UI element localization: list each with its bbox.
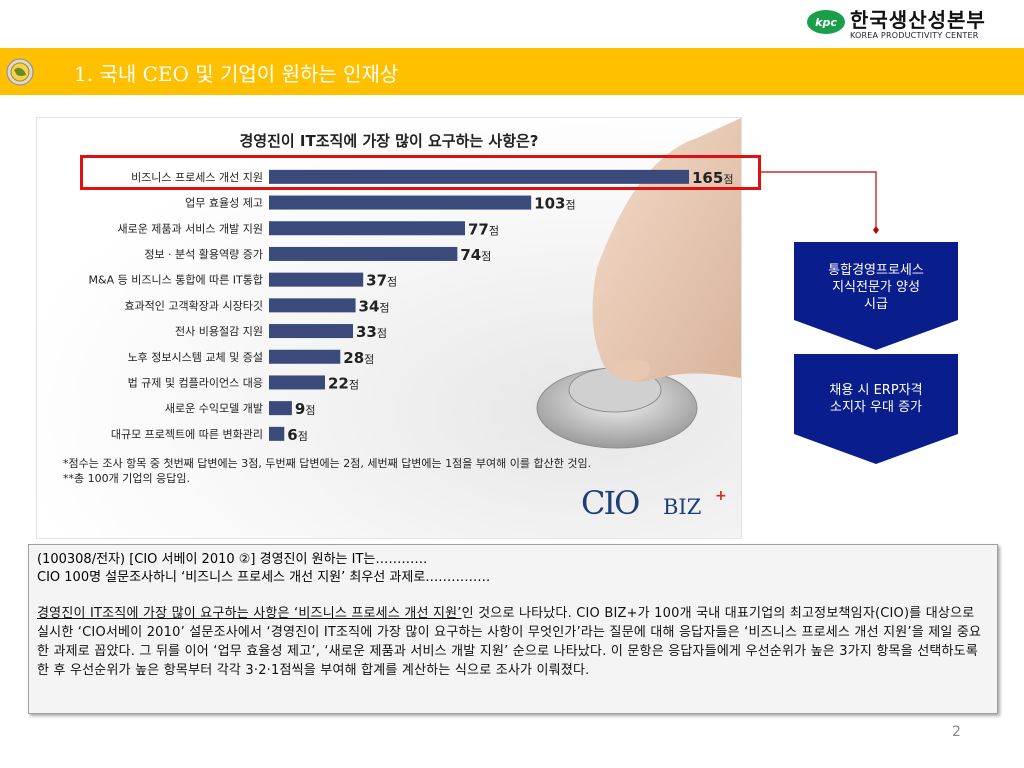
callout-erp-hiring: 채용 시 ERP자격 소지자 우대 증가 (794, 354, 958, 464)
kpc-logo: kpc 한국생산성본부 KOREA PRODUCTIVITY CENTER (806, 4, 1016, 42)
value-label: 103점 (534, 195, 575, 213)
callout-2-line-2: 소지자 우대 증가 (830, 400, 922, 415)
callout-process-expert: 통합경영프로세스 지식전문가 양성 시급 (794, 242, 958, 350)
value-label: 28점 (343, 349, 374, 367)
title-bar: 1. 국내 CEO 및 기업이 원하는 인재상 (0, 48, 1024, 95)
chart-note-2: **총 100개 기업의 응답임. (63, 472, 190, 485)
bar (269, 221, 465, 236)
value-label: 6점 (287, 426, 308, 444)
article-headline-2: CIO 100명 설문조사하니 ‘비즈니스 프로세스 개선 지원’ 최우선 과제… (37, 570, 491, 585)
kpc-logo-icon: kpc (807, 10, 845, 34)
callout-1-line-1: 통합경영프로세스 (828, 263, 924, 278)
brand-biz: BIZ (663, 495, 702, 519)
callout-2-arrow (794, 434, 958, 464)
category-label: 업무 효율성 제고 (185, 197, 263, 210)
category-label: 노후 정보시스템 교체 및 증설 (128, 351, 263, 364)
value-label: 37점 (366, 272, 397, 290)
bar (269, 375, 325, 390)
category-label: 대규모 프로젝트에 따른 변화관리 (111, 428, 263, 441)
brand-plus: + (715, 488, 727, 504)
bar (269, 324, 353, 339)
bar (269, 349, 341, 364)
logo-mark-text: kpc (815, 16, 837, 29)
bar (269, 426, 285, 441)
bar (269, 298, 356, 313)
article-body: 경영진이 IT조직에 가장 많이 요구하는 사항은 ‘비즈니스 프로세스 개선 … (37, 604, 989, 680)
value-label: 74점 (460, 246, 491, 264)
chart-notes: *점수는 조사 항목 중 첫번째 답변에는 3점, 두번째 답변에는 2점, 세… (63, 456, 591, 486)
finger-pressing-button-illustration (536, 118, 741, 449)
bar (269, 272, 364, 287)
category-label: 법 규제 및 컴플라이언스 대응 (128, 376, 263, 389)
bar (269, 195, 532, 210)
value-label: 34점 (359, 297, 390, 315)
category-label: 전사 비용절감 지원 (175, 325, 263, 338)
callout-1-line-3: 시급 (864, 297, 888, 312)
value-label: 22점 (328, 374, 359, 392)
article-body-underlined: 경영진이 IT조직에 가장 많이 요구하는 사항은 ‘비즈니스 프로세스 개선 … (37, 606, 462, 621)
logo-name: 한국생산성본부 (850, 8, 986, 32)
bar (269, 169, 689, 184)
page-title: 1. 국내 CEO 및 기업이 원하는 인재상 (74, 62, 399, 86)
article-body-rest: 인 것으로 나타났다. CIO BIZ+가 100개 국내 대표기업의 최고정보… (37, 606, 982, 678)
logo-subtitle: KOREA PRODUCTIVITY CENTER (850, 31, 979, 40)
value-label: 77점 (468, 220, 499, 238)
article-box: (100308/전자) [CIO 서베이 2010 ②] 경영진이 원하는 IT… (28, 544, 998, 714)
chart-note-1: *점수는 조사 항목 중 첫번째 답변에는 3점, 두번째 답변에는 2점, 세… (63, 457, 592, 470)
callout-1-line-2: 지식전문가 양성 (832, 280, 920, 295)
callout-1-arrow (794, 320, 958, 350)
value-label: 33점 (356, 323, 387, 341)
bar (269, 401, 292, 416)
article-headline-1: (100308/전자) [CIO 서베이 2010 ②] 경영진이 원하는 IT… (37, 552, 428, 567)
top-item-highlight-box (80, 155, 761, 190)
category-label: 비즈니스 프로세스 개선 지원 (131, 171, 263, 184)
connector-diamond-icon (873, 226, 879, 234)
callout-2-line-1: 채용 시 ERP자격 (829, 383, 923, 398)
category-label: 정보 · 분석 활용역량 증가 (144, 247, 263, 261)
page-number: 2 (952, 724, 961, 740)
brand-cio: CIO (581, 484, 640, 522)
category-label: M&A 등 비즈니스 통합에 따른 IT통합 (89, 274, 263, 287)
value-label: 165점 (692, 169, 733, 187)
value-label: 9점 (295, 400, 316, 418)
globe-bullet-icon (6, 58, 34, 86)
category-label: 새로운 수익모델 개발 (165, 402, 263, 415)
chart-title: 경영진이 IT조직에 가장 많이 요구하는 사항은? (239, 132, 539, 150)
category-label: 효과적인 고객확장과 시장타깃 (124, 299, 263, 312)
category-label: 새로운 제품과 서비스 개발 지원 (117, 222, 263, 235)
cio-biz-logo: CIO BIZ + (581, 484, 731, 524)
bar (269, 246, 458, 261)
